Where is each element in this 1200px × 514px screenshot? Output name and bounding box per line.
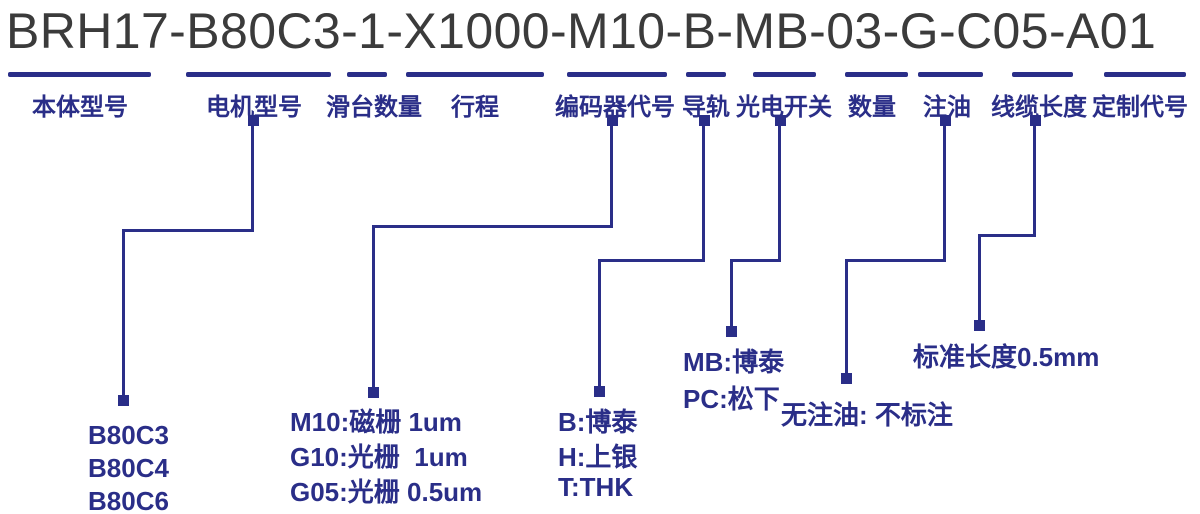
connector-segment: [702, 120, 705, 262]
connector-segment: [778, 120, 781, 262]
option-motor-model: B80C4: [88, 453, 169, 483]
option-photo-switch: MB:博泰: [683, 347, 785, 377]
option-encoder: G10:光栅 1um: [290, 442, 468, 472]
connector-segment: [1033, 120, 1036, 237]
connector-end-dot: [368, 387, 379, 398]
option-guide-rail: T:THK: [558, 472, 634, 502]
connector-segment: [251, 120, 254, 232]
connector-segment: [845, 259, 848, 377]
label-custom-code: 定制代号: [1092, 94, 1188, 121]
connector-segment: [598, 259, 601, 391]
note-oiling: 无注油: 不标注: [781, 400, 953, 430]
connector-end-dot: [594, 386, 605, 397]
option-encoder: G05:光栅 0.5um: [290, 477, 483, 507]
option-guide-rail: H:上银: [558, 442, 638, 472]
connector-segment: [978, 234, 981, 324]
connector-segment: [372, 225, 375, 392]
underline-motor-model: [186, 72, 331, 77]
label-quantity: 数量: [848, 94, 896, 121]
option-photo-switch: PC:松下: [683, 384, 780, 414]
underline-custom-code: [1104, 72, 1186, 77]
option-encoder: M10:磁栅 1um: [290, 407, 462, 437]
option-motor-model: B80C6: [88, 486, 169, 514]
label-body-model: 本体型号: [32, 94, 128, 121]
model-number-title: BRH17-B80C3-1-X1000-M10-B-MB-03-G-C05-A0…: [6, 3, 1157, 59]
connector-segment: [845, 259, 946, 262]
underline-cable-length: [1012, 72, 1073, 77]
label-stroke: 行程: [451, 94, 499, 121]
underline-guide-rail: [686, 72, 726, 77]
connector-end-dot: [974, 320, 985, 331]
connector-segment: [943, 120, 946, 262]
connector-end-dot: [726, 326, 737, 337]
underline-photo-switch: [753, 72, 816, 77]
underline-body-model: [8, 72, 151, 77]
underline-quantity: [845, 72, 908, 77]
connector-segment: [730, 259, 781, 262]
underline-stroke: [406, 72, 544, 77]
underline-encoder: [567, 72, 667, 77]
underline-oiling: [918, 72, 983, 77]
connector-segment: [122, 229, 125, 401]
connector-segment: [730, 259, 733, 329]
connector-segment: [610, 120, 613, 228]
connector-segment: [122, 229, 254, 232]
connector-end-dot: [118, 395, 129, 406]
label-slide-qty: 滑台数量: [326, 94, 422, 121]
option-motor-model: B80C3: [88, 420, 169, 450]
connector-segment: [978, 234, 1036, 237]
connector-segment: [598, 259, 705, 262]
option-guide-rail: B:博泰: [558, 407, 638, 437]
connector-end-dot: [841, 373, 852, 384]
underline-slide-qty: [347, 72, 387, 77]
connector-segment: [372, 225, 613, 228]
note-cable-length: 标准长度0.5mm: [913, 342, 1100, 372]
